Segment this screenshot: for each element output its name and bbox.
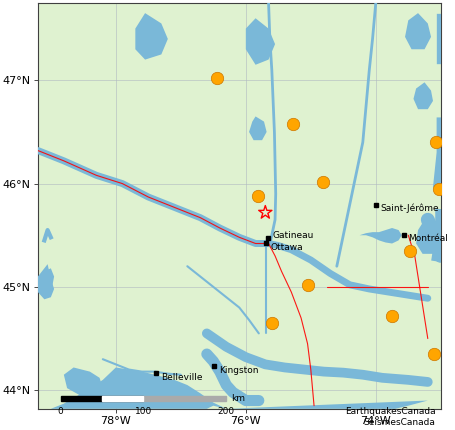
Text: Ottawa: Ottawa bbox=[270, 243, 303, 252]
Point bbox=[319, 178, 326, 185]
Point bbox=[304, 281, 311, 288]
Text: 200: 200 bbox=[217, 407, 234, 416]
Polygon shape bbox=[414, 82, 433, 109]
Polygon shape bbox=[64, 368, 103, 395]
Polygon shape bbox=[249, 117, 267, 140]
Text: 100: 100 bbox=[135, 407, 152, 416]
Bar bbox=[61, 396, 143, 400]
Point bbox=[436, 185, 443, 192]
Polygon shape bbox=[405, 13, 431, 49]
Point bbox=[268, 319, 275, 326]
Text: EarthquakesCanada
SéismesCanada: EarthquakesCanada SéismesCanada bbox=[345, 407, 435, 427]
Polygon shape bbox=[38, 368, 428, 409]
Point bbox=[430, 350, 438, 357]
Bar bbox=[102, 396, 143, 400]
Text: Belleville: Belleville bbox=[161, 373, 202, 382]
Point bbox=[262, 209, 269, 216]
Polygon shape bbox=[44, 268, 54, 292]
Polygon shape bbox=[246, 18, 275, 65]
Polygon shape bbox=[38, 264, 54, 299]
Polygon shape bbox=[416, 220, 438, 254]
Polygon shape bbox=[359, 228, 402, 243]
Text: Kingston: Kingston bbox=[219, 366, 258, 375]
Text: km: km bbox=[231, 394, 245, 403]
Point bbox=[389, 312, 396, 319]
Point bbox=[289, 120, 296, 127]
Point bbox=[406, 247, 413, 254]
Polygon shape bbox=[135, 13, 168, 60]
Point bbox=[432, 139, 439, 146]
Text: Saint-Jérôme: Saint-Jérôme bbox=[380, 204, 439, 213]
Bar bbox=[143, 396, 226, 400]
Text: Gatineau: Gatineau bbox=[273, 231, 314, 240]
Text: Montréal: Montréal bbox=[408, 234, 448, 243]
Point bbox=[213, 75, 220, 82]
Text: 0: 0 bbox=[58, 407, 63, 416]
Point bbox=[254, 193, 261, 200]
